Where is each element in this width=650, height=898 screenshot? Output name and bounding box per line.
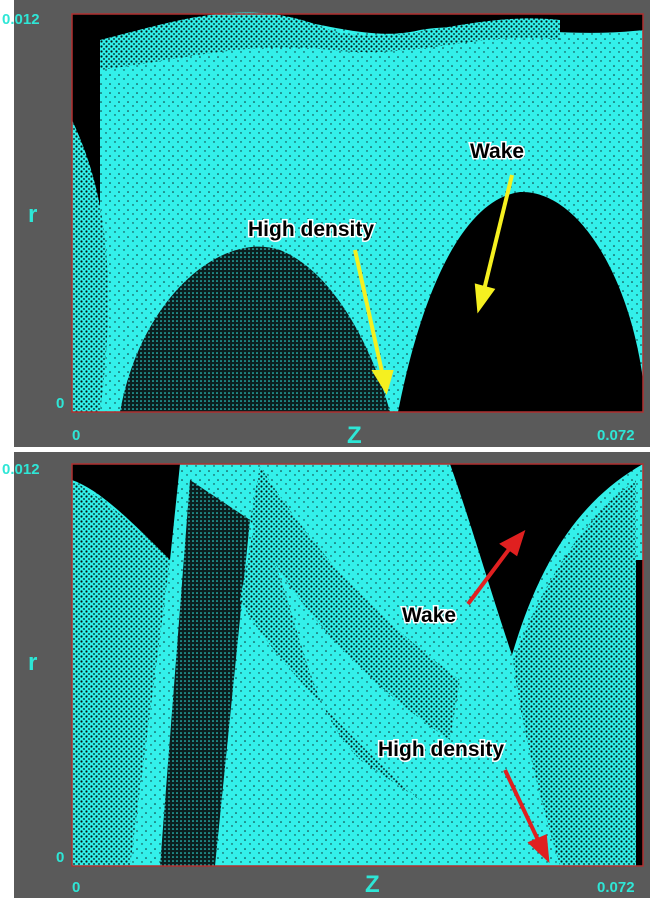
panel: 0.012 0 r 0 0.072 Z Wake High density xyxy=(2,452,650,898)
y-tick-label: 0.012 xyxy=(2,11,40,28)
figure: 0.012 0 r 0 0.072 Z High density Wake 0.… xyxy=(0,0,650,898)
annotation: High density xyxy=(378,738,504,761)
y-axis-label: r xyxy=(28,201,37,228)
x-tick-label: 0 xyxy=(72,427,80,444)
panel: 0.012 0 r 0 0.072 Z High density Wake xyxy=(2,0,650,449)
y-tick-label: 0.012 xyxy=(2,461,40,478)
x-tick-label: 0 xyxy=(72,879,80,896)
x-tick-label: 0.072 xyxy=(597,879,635,896)
y-tick-label: 0 xyxy=(56,849,64,866)
y-axis-label: r xyxy=(28,649,37,676)
y-tick-label: 0 xyxy=(56,395,64,412)
annotation: Wake xyxy=(402,604,456,627)
x-axis-label: Z xyxy=(365,871,380,898)
x-axis-label: Z xyxy=(347,422,362,449)
annotation: High density xyxy=(248,218,374,241)
annotation: Wake xyxy=(470,140,524,163)
x-tick-label: 0.072 xyxy=(597,427,635,444)
